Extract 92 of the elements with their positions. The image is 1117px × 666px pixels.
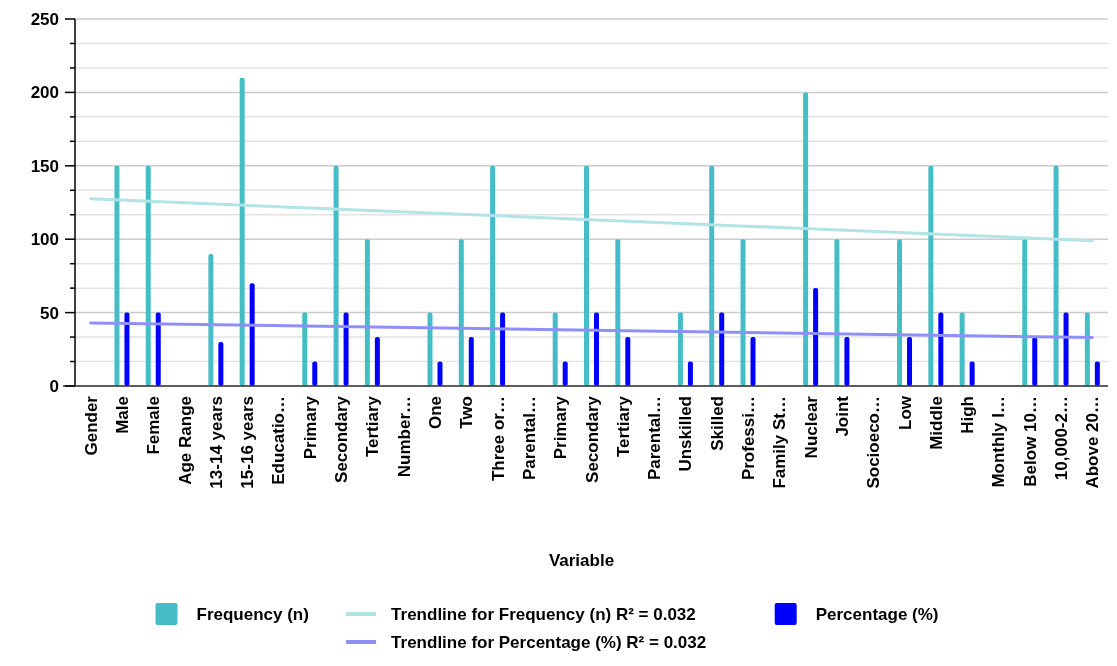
bar [740, 239, 746, 386]
bar [1032, 337, 1038, 386]
bar [364, 239, 370, 386]
x-tick-label: 13-14 years [206, 396, 226, 489]
bar [500, 312, 506, 386]
x-tick-label: Parental… [645, 396, 665, 481]
x-tick-label: Family St… [770, 396, 790, 489]
x-tick-label: Nuclear [801, 395, 821, 459]
bar [844, 337, 850, 386]
x-tick-label: Monthly I… [989, 396, 1009, 488]
bar [677, 312, 683, 386]
x-tick-label: Educatio… [269, 396, 289, 485]
bar [1022, 239, 1028, 386]
bar [218, 341, 224, 386]
bar [834, 239, 840, 386]
bar [625, 337, 631, 386]
y-tick-label: 50 [40, 303, 59, 323]
x-tick-label: Primary [551, 395, 571, 460]
bar [1084, 312, 1090, 386]
bar [803, 92, 809, 386]
y-tick-label: 0 [49, 376, 59, 396]
x-tick-label: Primary [300, 395, 320, 460]
y-tick-label: 150 [30, 156, 59, 176]
x-tick-label: Skilled [707, 396, 727, 451]
bar [374, 337, 380, 386]
bar [813, 288, 819, 386]
x-tick-label: Tertiary [363, 395, 383, 458]
bar [709, 165, 715, 386]
x-tick-label: Socioeco… [864, 396, 884, 489]
x-tick-label: Above 20… [1083, 396, 1103, 489]
x-tick-label: Female [144, 396, 164, 455]
bar [239, 77, 245, 386]
x-tick-label: Number… [394, 396, 414, 478]
bar [155, 312, 161, 386]
x-tick-label: 10,000-2… [1052, 396, 1072, 481]
x-tick-label: One [425, 396, 445, 430]
y-tick-label: 250 [30, 9, 59, 29]
x-tick-label: Joint [832, 395, 852, 437]
bar [114, 165, 120, 386]
legend-label: Trendline for Percentage (%) R² = 0.032 [391, 632, 707, 652]
bar [437, 361, 443, 386]
bar [302, 312, 308, 386]
legend-label: Frequency (n) [196, 604, 309, 624]
legend-label: Percentage (%) [815, 604, 939, 624]
bar [249, 283, 255, 386]
x-tick-label: Parental… [519, 396, 539, 481]
x-tick-label: Age Range [175, 396, 195, 485]
x-tick-label: Secondary [332, 395, 352, 483]
bar [959, 312, 965, 386]
bar [552, 312, 558, 386]
bar [969, 361, 975, 386]
bar [458, 239, 464, 386]
x-tick-label: Two [457, 396, 477, 429]
bar [208, 253, 214, 386]
bar [750, 337, 756, 386]
bar [584, 165, 589, 386]
bar [1063, 312, 1069, 386]
bar [687, 361, 693, 386]
bar [1094, 361, 1100, 386]
x-tick-label: Gender [81, 395, 101, 456]
x-tick-label: Secondary [582, 395, 602, 483]
bar [938, 312, 944, 386]
bar [124, 312, 130, 386]
bar [594, 312, 599, 386]
x-tick-label: Three or… [488, 396, 508, 482]
x-tick-label: 15-16 years [238, 396, 258, 489]
bar [343, 312, 349, 386]
x-axis-title: Variable [548, 551, 615, 570]
x-tick-label: Professi… [739, 396, 759, 481]
x-tick-label: High [958, 396, 978, 434]
y-tick-label: 200 [30, 83, 59, 103]
bar [490, 165, 496, 386]
bar [1053, 165, 1059, 386]
bar [897, 239, 903, 386]
x-tick-label: Below 10… [1020, 396, 1040, 487]
bar [312, 361, 318, 386]
bar [719, 312, 725, 386]
bar [615, 239, 621, 386]
x-tick-label: Middle [926, 396, 946, 450]
bar [562, 361, 568, 386]
bar [928, 165, 934, 386]
x-tick-label: Tertiary [613, 395, 633, 458]
bar [427, 312, 433, 386]
bar [333, 165, 339, 386]
x-tick-label: Unskilled [676, 396, 696, 472]
bar [907, 337, 913, 386]
y-tick-label: 100 [30, 230, 59, 250]
bar [468, 337, 474, 386]
legend-label: Trendline for Frequency (n) R² = 0.032 [391, 604, 696, 624]
bar [145, 165, 151, 386]
x-tick-label: Low [895, 395, 915, 430]
x-tick-label: Male [112, 396, 132, 434]
